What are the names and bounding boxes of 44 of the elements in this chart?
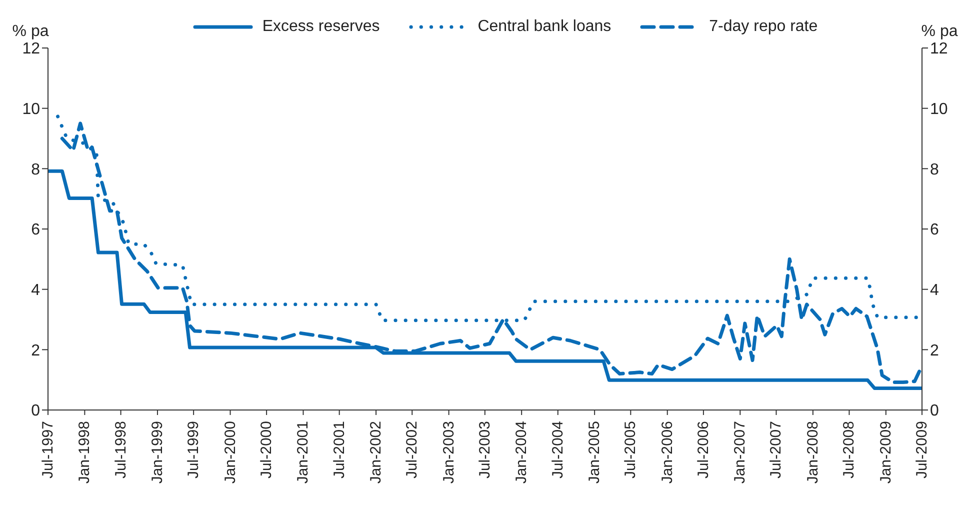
y2-axis-title: % pa — [921, 23, 958, 40]
x-tick-label: Jan-2000 — [222, 421, 239, 484]
y2-tick-label: 4 — [930, 282, 939, 300]
y-tick-label: 2 — [31, 342, 40, 360]
y-tick-label: 6 — [31, 222, 40, 239]
y-tick-label: 0 — [31, 402, 40, 420]
x-tick-label: Jan-1998 — [76, 421, 94, 484]
x-tick-label: Jul-1999 — [185, 421, 202, 479]
x-tick-label: Jul-2006 — [694, 421, 712, 479]
y-tick-label: 4 — [31, 282, 40, 300]
x-tick-label: Jul-2000 — [258, 421, 276, 479]
x-tick-label: Jan-2002 — [368, 421, 385, 484]
x-tick-label: Jul-2001 — [330, 421, 348, 479]
x-tick-label: Jul-2008 — [840, 421, 858, 479]
y2-tick-label: 2 — [930, 342, 939, 360]
x-tick-label: Jan-2003 — [440, 421, 458, 484]
x-tick-label: Jan-2001 — [294, 421, 312, 484]
y-tick-label: 12 — [22, 40, 40, 58]
x-tick-label: Jul-1997 — [40, 421, 56, 479]
x-tick-label: Jul-2002 — [404, 421, 421, 479]
y-tick-label: 10 — [22, 101, 40, 118]
x-tick-label: Jan-2006 — [658, 421, 676, 484]
y2-tick-label: 8 — [930, 161, 939, 178]
legend-label: 7-day repo rate — [709, 18, 818, 36]
y2-tick-label: 0 — [930, 402, 939, 420]
x-tick-label: Jul-2009 — [914, 421, 930, 479]
x-tick-label: Jan-2007 — [732, 421, 749, 484]
x-tick-label: Jan-2009 — [877, 421, 894, 484]
x-tick-label: Jan-2004 — [513, 421, 530, 484]
y2-tick-label: 10 — [930, 101, 948, 118]
x-tick-label: Jul-2007 — [768, 421, 785, 479]
legend-label: Central bank loans — [478, 18, 612, 36]
y-axis-title: % pa — [12, 23, 49, 40]
x-tick-label: Jan-2005 — [586, 421, 604, 484]
x-tick-label: Jul-2005 — [622, 421, 640, 479]
x-tick-label: Jul-2003 — [476, 421, 494, 479]
legend-label: Excess reserves — [262, 18, 380, 36]
x-tick-label: Jan-2008 — [804, 421, 822, 484]
y2-tick-label: 6 — [930, 222, 939, 239]
x-tick-label: Jan-1999 — [148, 421, 166, 484]
x-tick-label: Jul-2004 — [549, 421, 566, 479]
y2-tick-label: 12 — [930, 40, 948, 58]
y-tick-label: 8 — [31, 161, 40, 178]
x-tick-label: Jul-1998 — [112, 421, 130, 479]
